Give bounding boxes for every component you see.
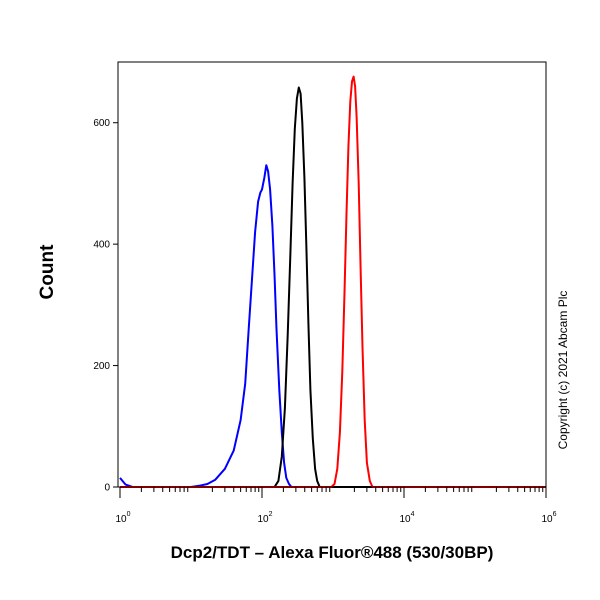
x-tick-label-0: 100	[115, 511, 130, 525]
x-tick-label-1: 102	[257, 511, 272, 525]
y-axis-title: Count	[37, 244, 58, 300]
y-tick-label-1: 200	[93, 361, 110, 372]
y-axis-ticks: 0 200 400 600	[93, 118, 118, 494]
series-line-0	[119, 164, 546, 488]
y-tick-label-2: 400	[93, 240, 110, 251]
copyright-watermark: Copyright (c) 2021 Abcam Plc	[556, 291, 570, 450]
x-tick-label-3: 106	[541, 511, 556, 525]
x-axis-title: Dcp2/TDT – Alexa Fluor®488 (530/30BP)	[171, 543, 494, 562]
series-line-2	[120, 75, 546, 488]
y-tick-label-0: 0	[104, 483, 110, 494]
series-layer	[119, 75, 546, 488]
x-tick-label-2: 104	[399, 511, 414, 525]
plot-frame	[117, 61, 547, 488]
y-tick-label-3: 600	[93, 118, 110, 129]
x-axis-ticks: 100 102 104 106	[115, 487, 557, 525]
series-line-1	[120, 86, 546, 488]
